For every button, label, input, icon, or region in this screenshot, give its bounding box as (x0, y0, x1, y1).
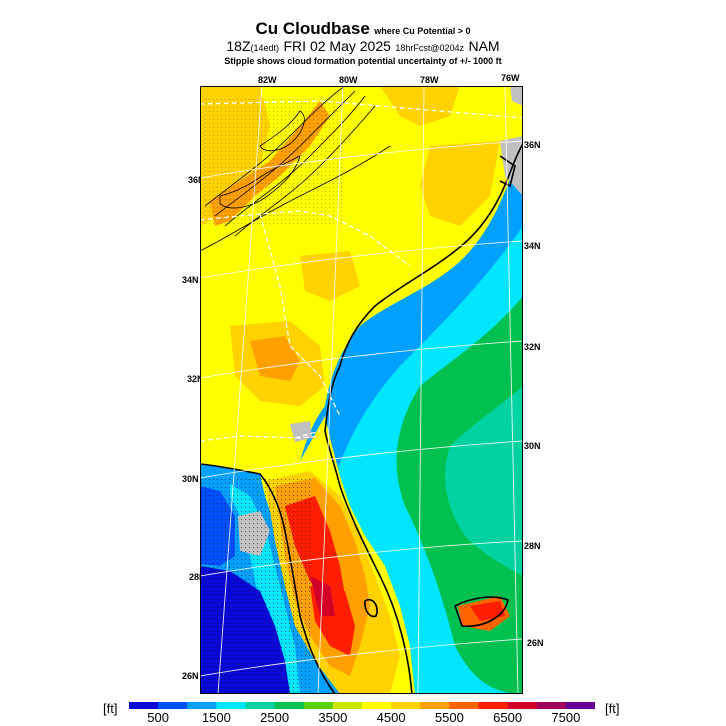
state-borders (200, 100, 523, 442)
valid-time: 18Z (226, 38, 251, 54)
valid-date: FRI 02 May 2025 (283, 38, 391, 54)
lat-label-left-36n: 36N (188, 175, 205, 185)
colorbar-swatch (274, 702, 305, 709)
island-red-2 (470, 601, 505, 621)
lon-label-82w: 82W (258, 75, 277, 85)
title-line-2: 18Z(14edt) FRI 02 May 2025 18hrFcst@0204… (0, 38, 726, 56)
colorbar-tick-label: 4500 (376, 710, 406, 725)
colorbar-swatch (129, 702, 159, 709)
lat-label-left-30n: 30N (182, 474, 199, 484)
colorbar-swatch (303, 702, 334, 709)
cloudbase-map (200, 86, 523, 694)
land-gold-3 (420, 141, 500, 226)
colorbar-swatch (478, 702, 509, 709)
lat-label-right-28n: 28N (524, 541, 541, 551)
land-darkred (310, 576, 335, 616)
map-frame (200, 86, 523, 694)
land-orange-2 (250, 336, 300, 381)
ocean-green-2 (445, 386, 523, 576)
colorbar-unit-right: [ft] (605, 701, 620, 716)
colorbar-tick-label: 1500 (201, 710, 231, 725)
colorbar-unit-left: [ft] (103, 701, 118, 716)
lat-label-right-30n: 30N (524, 441, 541, 451)
lon-label-80w: 80W (339, 75, 358, 85)
coastlines (200, 143, 523, 694)
colorbar-swatch (420, 702, 450, 709)
stipple-gulf (200, 476, 310, 694)
lon-label-76w: 76W (501, 73, 520, 83)
lat-label-left-34n: 34N (182, 275, 199, 285)
colorbar (129, 702, 595, 709)
colorbar-swatch (536, 702, 567, 709)
colorbar-tick-label: 5500 (434, 710, 464, 725)
colorbar-swatch (158, 702, 188, 709)
lat-label-right-32n: 32N (524, 342, 541, 352)
colorbar-tick-label: 2500 (260, 710, 290, 725)
chart-subtitle: Stipple shows cloud formation potential … (224, 56, 502, 66)
land-gold-5 (300, 251, 360, 301)
colorbar-swatch (449, 702, 480, 709)
stipple-mtn (205, 96, 345, 226)
forecast-info: 18hrFcst@0204z (395, 43, 465, 53)
model-name: NAM (468, 38, 500, 54)
no-data-4 (500, 136, 523, 196)
colorbar-swatch (245, 702, 276, 709)
chart-title: Cu Cloudbase (255, 19, 370, 38)
colorbar-swatch (362, 702, 392, 709)
lat-label-left-26n: 26N (182, 671, 199, 681)
local-time: (14edt) (250, 43, 280, 53)
colorbar-swatch (332, 702, 363, 709)
lat-label-left-32n: 32N (187, 374, 204, 384)
graticule (200, 86, 523, 694)
colorbar-tick-label: 500 (147, 710, 169, 725)
colorbar-tick-label: 7500 (551, 710, 581, 725)
terrain-contours (200, 86, 391, 252)
lon-label-78w: 78W (420, 75, 439, 85)
colorbar-tick-label: 3500 (318, 710, 348, 725)
lat-label-left-28n: 28N (189, 572, 206, 582)
lat-label-right-34n: 34N (524, 241, 541, 251)
no-data-3 (510, 86, 523, 106)
land-gold-2 (380, 86, 460, 126)
colorbar-swatch (507, 702, 538, 709)
colorbar-swatch (187, 702, 217, 709)
lat-label-right-36n: 36N (524, 140, 541, 150)
colorbar-swatch (565, 702, 595, 709)
title-qualifier: where Cu Potential > 0 (374, 26, 471, 36)
lat-label-right-26n: 26N (527, 638, 544, 648)
colorbar-tick-label: 6500 (493, 710, 523, 725)
colorbar-swatch (216, 702, 247, 709)
colorbar-swatch (391, 702, 421, 709)
title-line-1: Cu Cloudbase where Cu Potential > 0 (0, 19, 726, 39)
